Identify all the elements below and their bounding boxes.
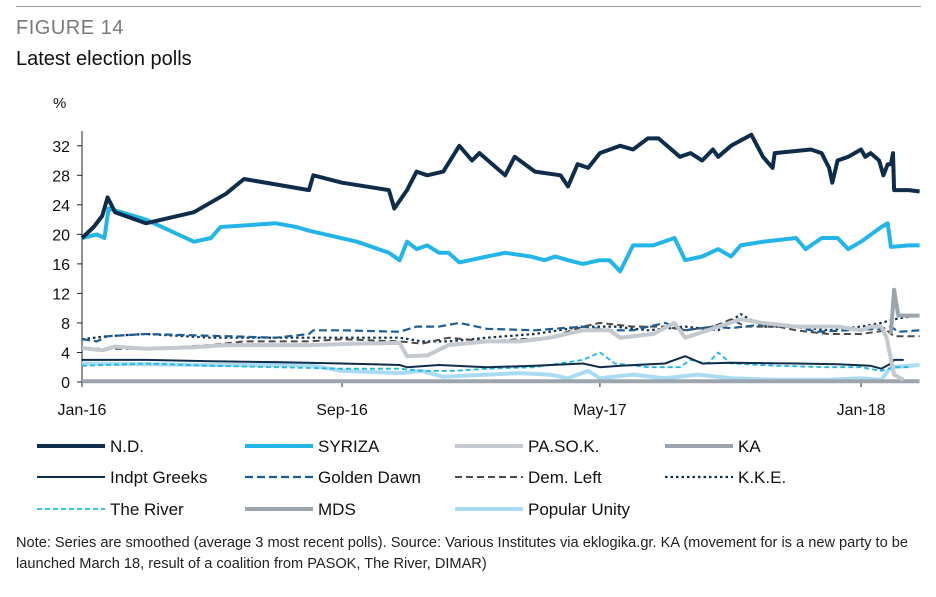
y-tick-label: 0	[61, 375, 70, 392]
series-line	[81, 317, 905, 382]
series-line	[82, 318, 920, 350]
legend-label: The River	[110, 500, 184, 519]
legend-label: N.D.	[110, 437, 144, 456]
legend-label: Golden Dawn	[318, 468, 421, 487]
legend-label: Popular Unity	[528, 500, 631, 519]
series-line	[81, 321, 920, 343]
figure-title: Latest election polls	[16, 48, 192, 70]
x-tick-label: Sep-16	[316, 402, 368, 419]
legend-label: K.K.E.	[738, 468, 786, 487]
y-tick-label: 12	[52, 286, 70, 303]
y-tick-label: 4	[61, 345, 70, 362]
legend-label: SYRIZA	[318, 437, 380, 456]
legend-label: Dem. Left	[528, 468, 602, 487]
y-tick-label: 24	[52, 198, 70, 215]
series-line	[81, 351, 909, 372]
figure-note: Note: Series are smoothed (average 3 mos…	[16, 535, 908, 572]
y-tick-label: 16	[52, 257, 70, 274]
line-chart: % 0 4 8 12 16 20 24 28 32 Jan-16 Sep-16 May-17 Jan-18…	[37, 95, 920, 519]
series-line	[888, 287, 920, 335]
x-tick-label: Jan-16	[58, 402, 107, 419]
x-tick-label: Jan-18	[837, 402, 886, 419]
figure-number: FIGURE 14	[16, 17, 124, 39]
series-line	[82, 355, 904, 370]
y-axis-label: %	[53, 95, 66, 112]
y-tick-label: 20	[52, 227, 70, 244]
y-tick-label: 8	[61, 316, 70, 333]
y-tick-label: 28	[52, 168, 70, 185]
x-tick-label: May-17	[573, 402, 626, 419]
legend-label: Indpt Greeks	[110, 468, 207, 487]
y-tick-label: 32	[52, 139, 70, 156]
top-rule	[16, 6, 921, 7]
legend-label: KA	[738, 437, 761, 456]
legend-label: MDS	[318, 500, 356, 519]
series-line	[81, 206, 920, 274]
legend-label: PA.SO.K.	[528, 437, 600, 456]
series-line	[80, 132, 920, 240]
